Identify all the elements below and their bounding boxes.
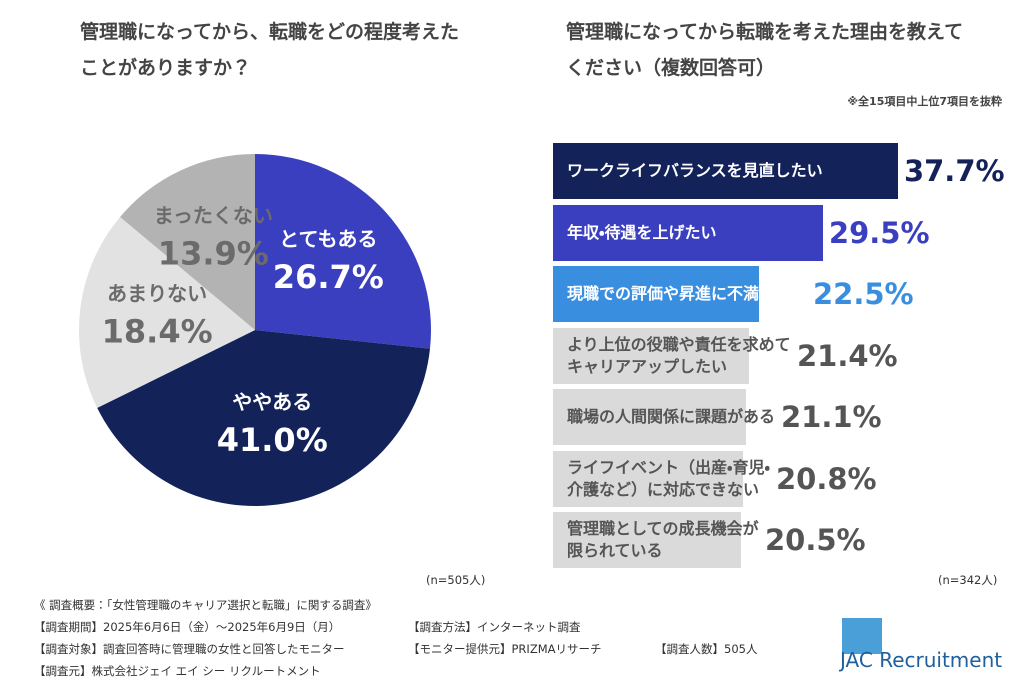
footer-provider: 【モニター提供元】PRIZMAリサーチ bbox=[408, 642, 602, 656]
pie-slice bbox=[255, 154, 432, 349]
bar-chart: ワークライフバランスを見直したい 37.7% 年収・待遇を上げたい 29.5% 現職での… bbox=[553, 143, 1005, 568]
logo: JAC Recruitment bbox=[840, 648, 1003, 672]
footer-source: 【調査元】株式会社ジェイ エイ シー リクルートメント bbox=[34, 664, 321, 678]
slice-label: あまりない bbox=[107, 281, 207, 305]
slice-label: とてもある bbox=[279, 227, 377, 251]
footer-period: 【調査期間】2025年6月6日（金）～2025年6月9日（月） bbox=[34, 620, 341, 634]
slice-label: まったくない bbox=[154, 204, 273, 228]
bar bbox=[553, 143, 898, 199]
bar bbox=[553, 327, 749, 384]
bar bbox=[553, 512, 741, 568]
bar-note: (n=342人) bbox=[938, 573, 998, 587]
pie-note: (n=505人) bbox=[426, 573, 486, 587]
bar-label: 管理職としての成長機会が 限られている bbox=[567, 519, 759, 560]
bar-label: より上位の役職や責任を求めて キャリアアップしたい bbox=[567, 334, 791, 376]
bar-title: 管理職になってから転職を考えた理由を教えてください（複数回答可） bbox=[566, 21, 964, 79]
slice-value: 13.9% bbox=[158, 235, 269, 273]
bar bbox=[553, 389, 747, 445]
bar-label: ワークライフバランスを見直したい bbox=[567, 161, 823, 180]
bar-label: ライフイベント（出産・育児・ 介護など）に対応できない bbox=[567, 457, 770, 499]
bar-value: 37.7% bbox=[903, 154, 1005, 188]
bar-label: 職場の人間関係に課題がある bbox=[567, 407, 776, 426]
logo-mark bbox=[842, 618, 882, 654]
bar-value: 20.8% bbox=[776, 461, 877, 496]
bar-value: 21.4% bbox=[797, 338, 898, 373]
bar-label: 現職での評価や昇進に不満がある bbox=[567, 284, 808, 303]
pie-slice bbox=[78, 216, 255, 408]
footer-target: 【調査対象】調査回答時に管理職の女性と回答したモニター bbox=[34, 642, 345, 656]
slice-value: 26.7% bbox=[273, 258, 384, 296]
bar-label: 年収・待遇を上げたい bbox=[567, 222, 717, 242]
bar bbox=[553, 450, 744, 507]
bar bbox=[553, 266, 759, 322]
slice-label: ややある bbox=[232, 390, 312, 414]
pie-slice bbox=[120, 154, 255, 330]
slice-value: 18.4% bbox=[102, 312, 213, 350]
footer-count: 【調査人数】505人 bbox=[655, 642, 758, 656]
pie-chart: とてもある 26.7% ややある 41.0% あまりない 18.4% まったくない 13.9% bbox=[78, 154, 432, 507]
pie-title: 管理職になってから、転職をどの程度考えたことがありますか？ bbox=[80, 21, 460, 79]
slice-value: 41.0% bbox=[217, 421, 328, 459]
bar bbox=[553, 204, 823, 261]
bar-value: 21.1% bbox=[781, 400, 882, 434]
pie-slice bbox=[97, 330, 430, 507]
bar-subtitle: ※全15項目中上位7項目を抜粋 bbox=[847, 95, 1002, 108]
footer-heading: 《 調査概要：「女性管理職のキャリア選択と転職」に関する調査》 bbox=[34, 598, 377, 612]
bar-value: 22.5% bbox=[813, 277, 914, 311]
footer-method: 【調査方法】インターネット調査 bbox=[408, 620, 581, 634]
bar-value: 29.5% bbox=[828, 215, 930, 250]
bar-value: 20.5% bbox=[765, 523, 866, 557]
